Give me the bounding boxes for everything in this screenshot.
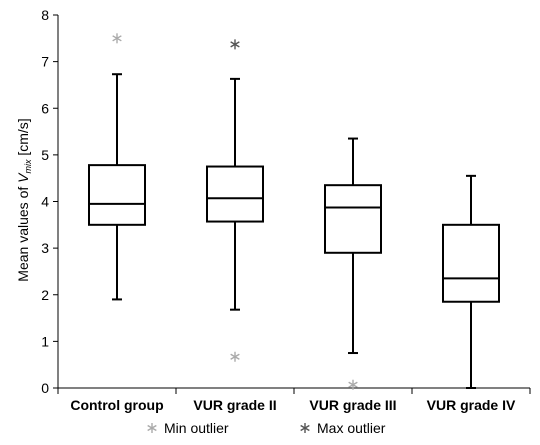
- box-3: [324, 137, 382, 390]
- interquartile-box: [88, 164, 146, 226]
- legend-marker-dark-asterisk: [300, 423, 310, 433]
- marker-stroke: [112, 35, 122, 42]
- y-axis-title-sub: mix: [23, 159, 33, 173]
- y-tick-label: 2: [41, 287, 49, 303]
- legend-label: Min outlier: [164, 420, 229, 436]
- legend-marker-light-asterisk: [147, 423, 157, 433]
- min-outlier-point: [348, 379, 358, 390]
- y-tick-label: 5: [41, 147, 49, 163]
- interquartile-box: [206, 165, 264, 223]
- y-tick-label: 4: [41, 194, 49, 210]
- interquartile-box: [442, 223, 500, 303]
- marker-stroke: [230, 353, 240, 360]
- legend: Min outlier Max outlier: [147, 420, 386, 436]
- marker-stroke: [300, 424, 310, 432]
- legend-label: Max outlier: [317, 420, 386, 436]
- x-axis: Control group VUR grade II VUR grade III VU…: [57, 387, 531, 413]
- x-tick-label: VUR grade III: [309, 397, 396, 413]
- y-axis-title-prefix: Mean values of: [15, 183, 31, 282]
- y-axis: 0 1 2 3 4 5 6 7 8: [41, 7, 59, 396]
- box-4: [442, 174, 500, 389]
- y-tick-label: 8: [41, 7, 49, 23]
- x-tick-label: Control group: [70, 397, 163, 413]
- y-axis-title: Mean values of Vmix [cm/s]: [15, 118, 33, 281]
- x-tick-label: VUR grade IV: [427, 397, 516, 413]
- marker-stroke: [230, 41, 240, 48]
- min-outlier-point: [112, 33, 122, 44]
- y-tick-label: 1: [41, 333, 49, 349]
- y-tick-label: 7: [41, 54, 49, 70]
- marker-stroke: [147, 424, 157, 432]
- boxes: [88, 33, 500, 390]
- y-tick-label: 3: [41, 240, 49, 256]
- y-axis-title-suffix: [cm/s]: [15, 118, 31, 159]
- interquartile-box: [324, 184, 382, 254]
- box-1: [88, 33, 146, 301]
- y-tick-label: 0: [41, 380, 49, 396]
- x-tick-label: VUR grade II: [193, 397, 276, 413]
- box-2: [206, 39, 264, 362]
- y-axis-title-var: V: [15, 172, 31, 183]
- y-tick-label: 6: [41, 100, 49, 116]
- min-outlier-point: [230, 351, 240, 362]
- max-outlier-point: [230, 39, 240, 50]
- marker-stroke: [348, 381, 358, 388]
